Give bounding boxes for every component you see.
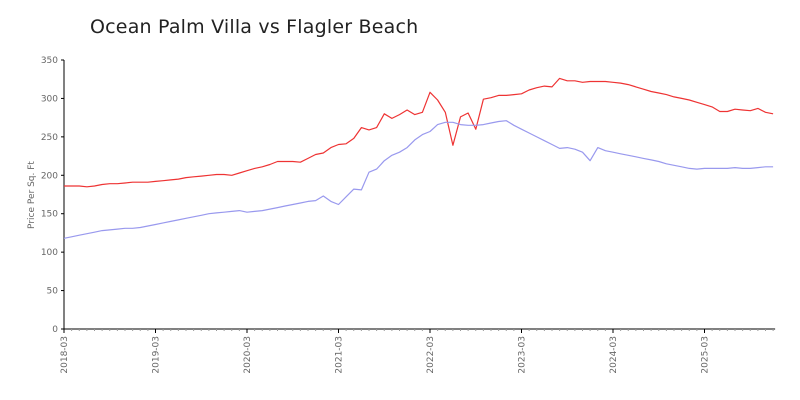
x-tick-label: 2021-03: [335, 336, 345, 374]
x-tick-label: 2018-03: [60, 336, 70, 374]
y-tick-label: 250: [41, 133, 58, 143]
series-group: [63, 77, 774, 239]
x-tick-label: 2020-03: [243, 336, 253, 374]
chart-title: Ocean Palm Villa vs Flagler Beach: [90, 16, 419, 38]
series-line-ocean-palm-villa: [64, 77, 774, 188]
x-tick-label: 2025-03: [701, 336, 711, 374]
x-tick-label: 2023-03: [518, 336, 528, 374]
y-tick-label: 200: [41, 171, 58, 181]
y-tick-label: 300: [41, 94, 58, 104]
series-line-flagler-beach: [63, 120, 774, 239]
y-tick-label: 50: [47, 287, 59, 297]
y-tick-label: 350: [41, 56, 58, 66]
x-tick-label: 2019-03: [152, 336, 162, 374]
y-tick-label: 0: [52, 325, 58, 335]
axes: 0 50 100 150 200 250 300 350 2018-03 2019-03 2020-…: [41, 56, 776, 374]
x-tick-label: 2024-03: [609, 336, 619, 374]
y-tick-label: 150: [41, 210, 58, 220]
x-tick-label: 2022-03: [426, 336, 436, 374]
y-tick-label: 100: [41, 248, 58, 258]
y-axis-label: Price Per Sq. Ft: [27, 161, 37, 229]
